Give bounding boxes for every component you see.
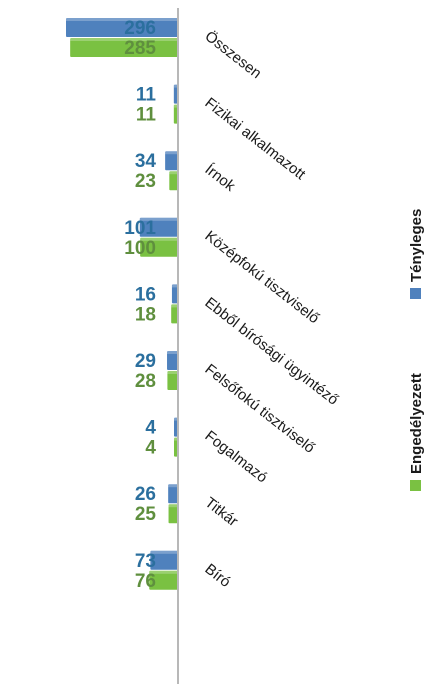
value-label-tenyleges-kozepfoku-tisztviselo: 101 (124, 218, 156, 239)
bar-highlight-engedelyezett-osszesen (70, 38, 178, 41)
bar-tenyleges-fizikai-alkalmazott (173, 84, 178, 104)
bar-tenyleges-irnok (165, 151, 178, 171)
bar-engedelyezett-ebbol-birosagi-ugyintezo (171, 304, 178, 324)
bar-engedelyezett-felsofoku-tisztviselo (167, 371, 178, 390)
bar-tenyleges-biro (150, 550, 178, 570)
bar-highlight-engedelyezett-kozepfoku-tisztviselo (140, 237, 178, 241)
category-label-fogalmazo: Fogalmazó (202, 427, 271, 486)
value-label-tenyleges-titkar: 26 (135, 484, 156, 505)
value-label-tenyleges-fizikai-alkalmazott: 11 (136, 85, 157, 106)
legend-swatch-tenyleges (410, 288, 421, 299)
bar-highlight-engedelyezett-fogalmazo (174, 437, 178, 441)
category-label-irnok: Írnok (202, 161, 239, 195)
bar-highlight-tenyleges-kozepfoku-tisztviselo (139, 217, 178, 221)
bars-group (66, 18, 178, 590)
value-label-engedelyezett-fizikai-alkalmazott: 11 (136, 105, 157, 126)
bar-highlight-tenyleges-ebbol-birosagi-ugyintezo (171, 284, 178, 288)
bar-tenyleges-osszesen (66, 18, 178, 37)
bar-tenyleges-titkar (168, 484, 178, 504)
bar-engedelyezett-fizikai-alkalmazott (173, 104, 178, 124)
legend-label-engedelyezett: Engedélyezett (408, 373, 425, 474)
bar-highlight-engedelyezett-felsofoku-tisztviselo (167, 371, 178, 374)
bar-engedelyezett-osszesen (70, 38, 178, 57)
bar-highlight-tenyleges-fogalmazo (174, 417, 178, 421)
legend-swatch-engedelyezett (410, 480, 421, 491)
bar-engedelyezett-titkar (168, 504, 178, 524)
bar-highlight-tenyleges-osszesen (66, 18, 178, 21)
bar-highlight-engedelyezett-biro (149, 570, 178, 574)
bar-engedelyezett-kozepfoku-tisztviselo (140, 237, 178, 257)
category-label-titkar: Titkár (202, 494, 242, 530)
value-label-engedelyezett-kozepfoku-tisztviselo: 100 (124, 238, 156, 259)
bar-highlight-engedelyezett-titkar (168, 504, 178, 508)
category-label-biro: Bíró (202, 561, 234, 591)
value-label-tenyleges-ebbol-birosagi-ugyintezo: 16 (135, 284, 156, 305)
value-label-engedelyezett-biro: 76 (135, 571, 156, 592)
value-label-tenyleges-biro: 73 (135, 551, 156, 572)
value-label-engedelyezett-irnok: 23 (135, 171, 156, 192)
bar-highlight-engedelyezett-ebbol-birosagi-ugyintezo (171, 304, 178, 308)
bar-tenyleges-ebbol-birosagi-ugyintezo (171, 284, 178, 304)
bar-highlight-engedelyezett-fizikai-alkalmazott (173, 104, 178, 108)
value-label-tenyleges-fogalmazo: 4 (145, 418, 156, 439)
legend: Engedélyezett Tényleges (408, 209, 425, 491)
bar-highlight-tenyleges-fizikai-alkalmazott (173, 84, 178, 88)
value-label-tenyleges-felsofoku-tisztviselo: 29 (135, 351, 156, 372)
value-label-engedelyezett-titkar: 25 (135, 504, 157, 525)
category-label-osszesen: Összesen (202, 27, 266, 82)
legend-label-tenyleges: Tényleges (408, 209, 425, 282)
bar-highlight-tenyleges-titkar (168, 484, 178, 488)
value-label-engedelyezett-osszesen: 285 (124, 38, 156, 59)
value-label-engedelyezett-fogalmazo: 4 (145, 438, 156, 459)
bar-engedelyezett-irnok (169, 171, 178, 191)
bar-engedelyezett-biro (149, 570, 178, 590)
bar-highlight-tenyleges-irnok (165, 151, 178, 155)
bar-tenyleges-kozepfoku-tisztviselo (139, 217, 178, 237)
value-label-engedelyezett-felsofoku-tisztviselo: 28 (135, 371, 156, 392)
bar-highlight-engedelyezett-irnok (169, 171, 178, 175)
bar-highlight-tenyleges-felsofoku-tisztviselo (167, 351, 178, 354)
bar-tenyleges-felsofoku-tisztviselo (167, 351, 178, 370)
value-label-tenyleges-irnok: 34 (135, 151, 157, 172)
bar-highlight-tenyleges-biro (150, 550, 178, 554)
value-label-tenyleges-osszesen: 296 (124, 18, 156, 39)
value-label-engedelyezett-ebbol-birosagi-ugyintezo: 18 (135, 304, 156, 325)
